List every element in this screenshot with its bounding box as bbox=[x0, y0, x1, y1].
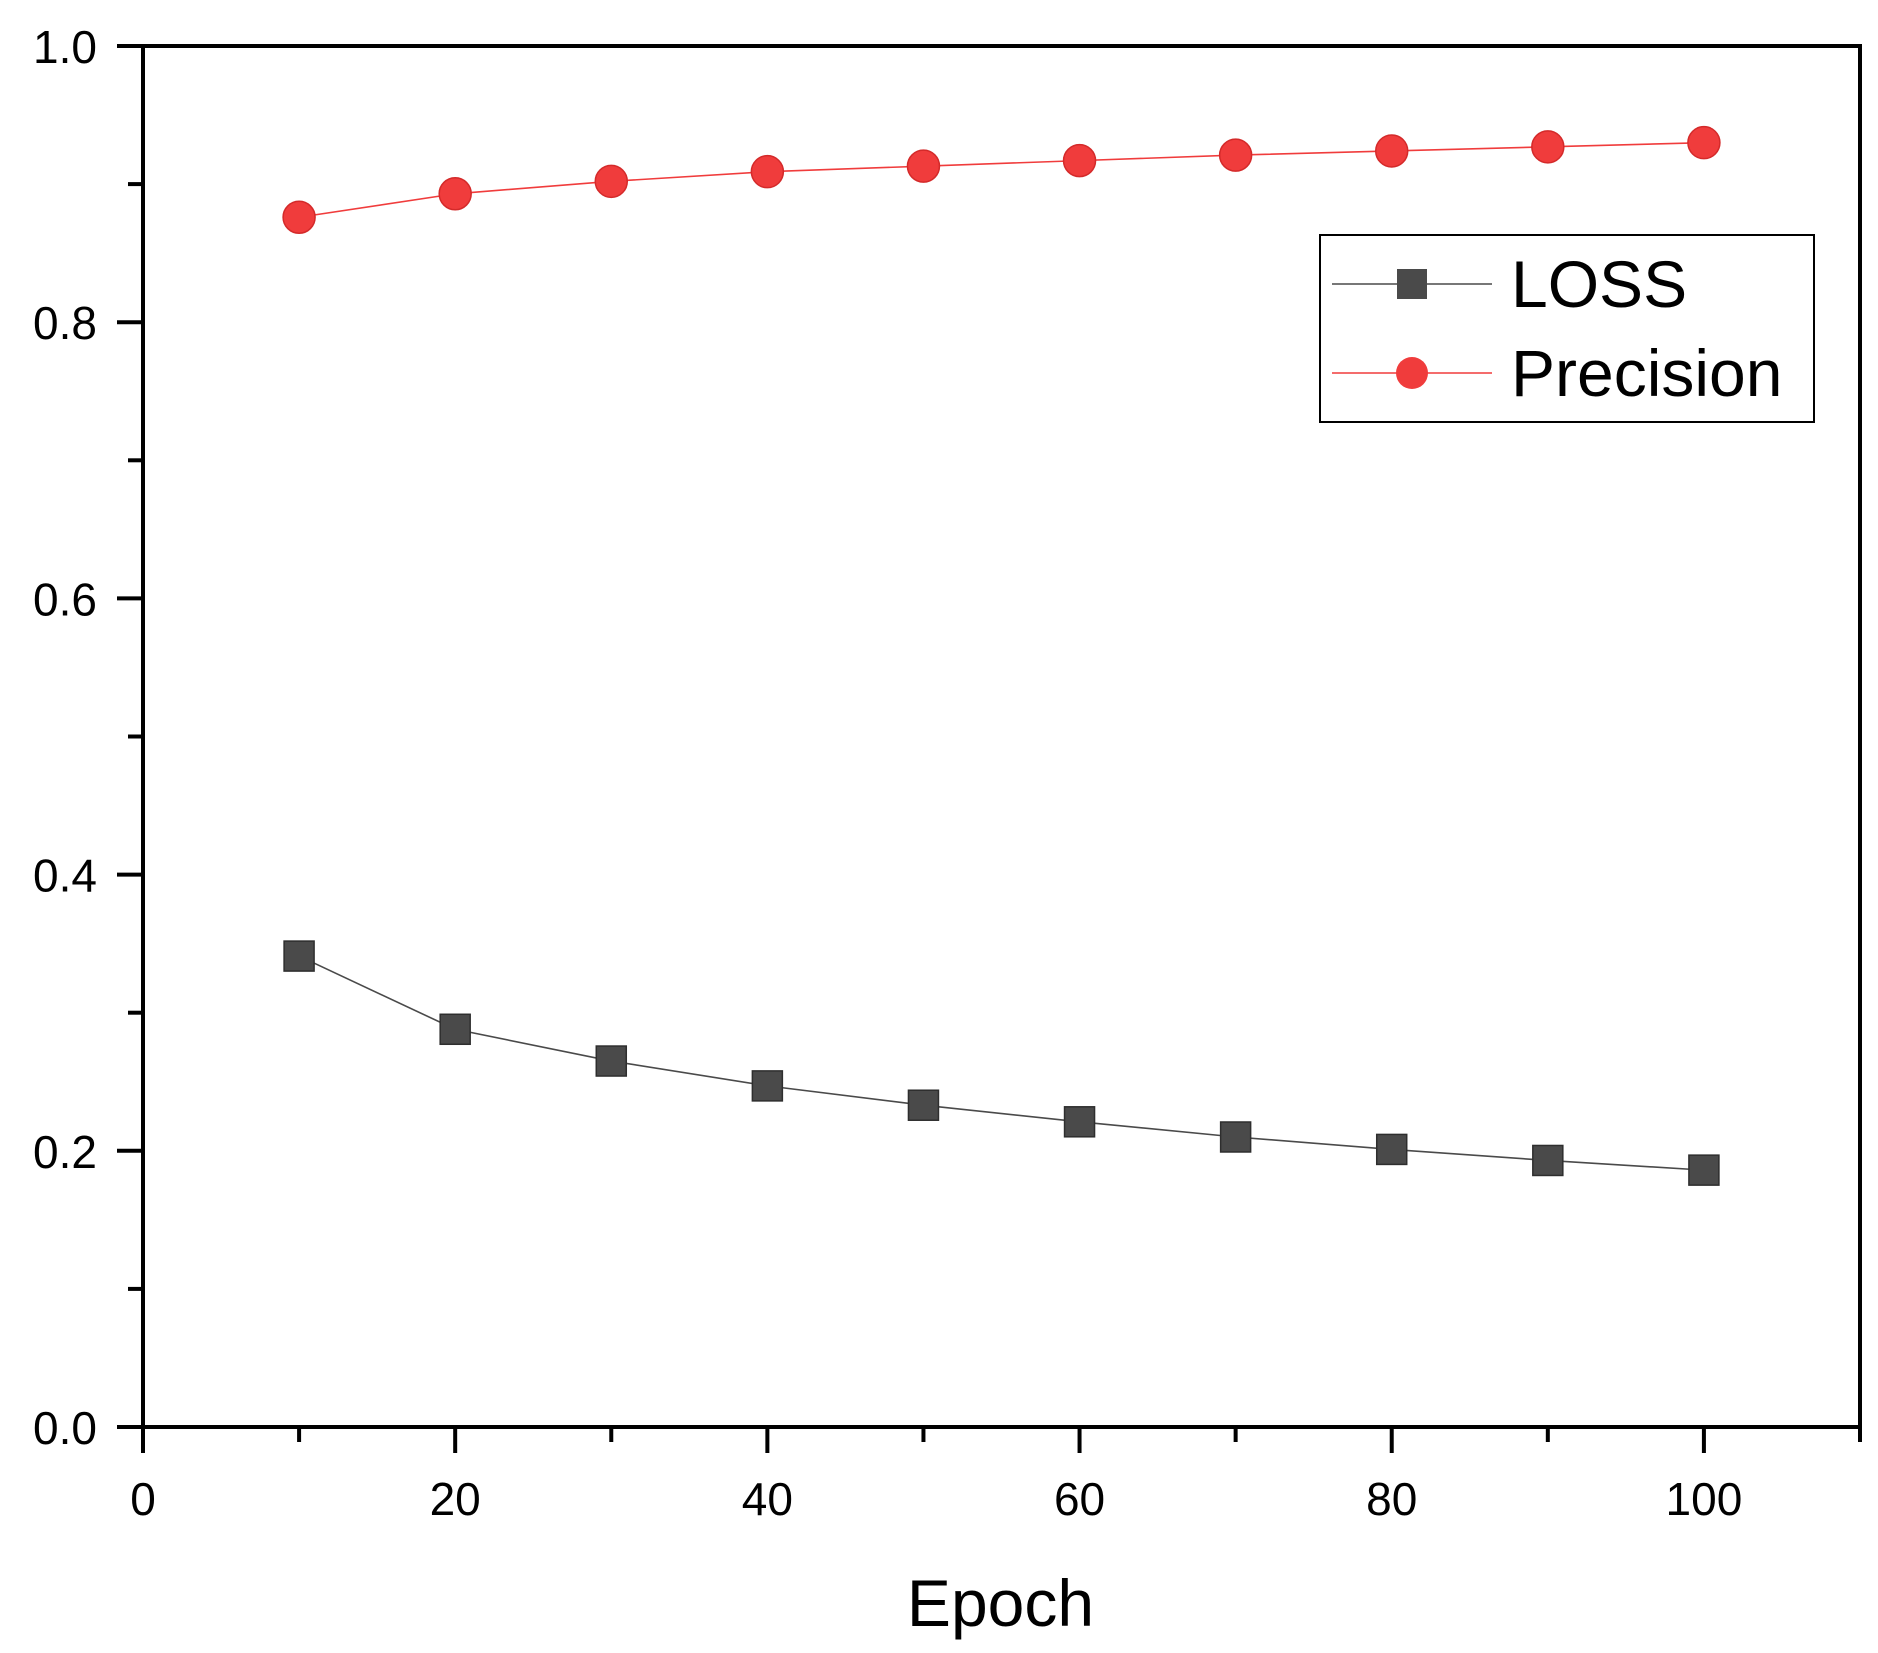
x-tick-label: 60 bbox=[1054, 1473, 1105, 1525]
data-point bbox=[283, 940, 315, 972]
data-point bbox=[1687, 125, 1721, 160]
legend-marker bbox=[1397, 269, 1427, 299]
data-point bbox=[595, 1045, 628, 1077]
legend-item-loss: LOSS bbox=[1332, 247, 1687, 321]
x-tick-label: 0 bbox=[130, 1473, 156, 1525]
data-point bbox=[1219, 1121, 1252, 1153]
data-point bbox=[438, 177, 472, 211]
data-point bbox=[1062, 143, 1097, 178]
data-point bbox=[906, 149, 941, 183]
legend: LOSS Precision bbox=[1319, 234, 1815, 423]
y-tick-label: 0.0 bbox=[33, 1402, 97, 1454]
y-tick-label: 0.4 bbox=[33, 850, 97, 902]
data-point bbox=[1531, 130, 1565, 164]
series-line bbox=[298, 955, 1704, 1171]
legend-box bbox=[1319, 234, 1815, 423]
x-tick-label: 100 bbox=[1666, 1473, 1743, 1525]
data-point bbox=[1218, 138, 1253, 172]
data-point bbox=[439, 1013, 471, 1046]
y-tick-label: 0.8 bbox=[33, 297, 97, 349]
x-tick-label: 20 bbox=[430, 1473, 481, 1525]
legend-marker bbox=[1396, 357, 1428, 389]
series-precision bbox=[282, 125, 1721, 234]
legend-label: Precision bbox=[1511, 336, 1782, 410]
x-tick-label: 40 bbox=[742, 1473, 793, 1525]
data-point bbox=[1688, 1154, 1720, 1186]
series-line bbox=[298, 141, 1704, 219]
data-point bbox=[282, 200, 316, 234]
y-tick-label: 0.6 bbox=[33, 573, 97, 625]
series-loss bbox=[283, 940, 1720, 1186]
y-tick-label: 1.0 bbox=[33, 21, 97, 73]
data-point bbox=[751, 1070, 784, 1102]
data-point bbox=[1063, 1106, 1096, 1138]
data-point bbox=[1374, 134, 1409, 168]
x-axis-title: Epoch bbox=[907, 1566, 1094, 1640]
x-tick-label: 80 bbox=[1366, 1473, 1417, 1525]
legend-item-precision: Precision bbox=[1332, 336, 1782, 410]
legend-label: LOSS bbox=[1511, 247, 1687, 321]
data-point bbox=[907, 1089, 940, 1121]
data-point bbox=[750, 154, 785, 189]
y-axis: 0.0 0.2 0.4 0.6 0.8 1.0 bbox=[33, 21, 143, 1454]
series-layer bbox=[282, 125, 1721, 1186]
data-point bbox=[1532, 1144, 1564, 1177]
data-point bbox=[594, 164, 629, 199]
y-tick-label: 0.2 bbox=[33, 1126, 97, 1178]
legend-items: LOSS Precision bbox=[1332, 247, 1782, 410]
x-axis: 0 20 40 60 80 100 bbox=[130, 1427, 1862, 1525]
data-point bbox=[1375, 1133, 1408, 1166]
